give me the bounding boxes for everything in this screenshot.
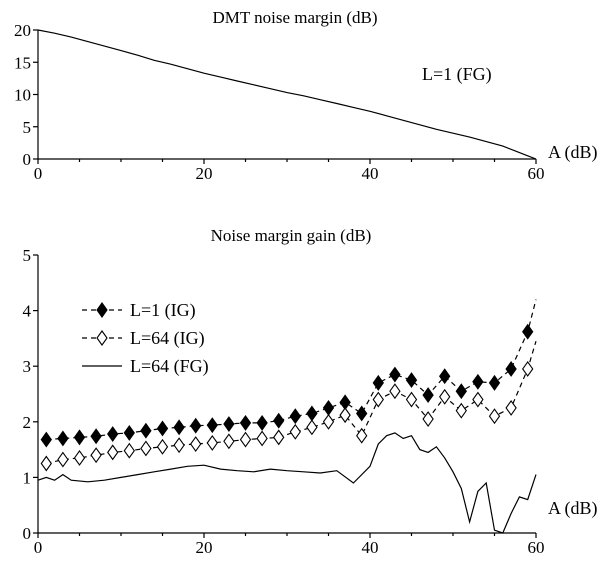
chart2-y-tick-label: 5 — [23, 246, 32, 265]
chart1-y-tick-label: 20 — [14, 21, 31, 40]
chart2-series-l-1-ig-point — [488, 374, 501, 391]
chart2-series-l-64-ig-point — [488, 408, 501, 425]
chart2-series-l-1-ig-point — [306, 405, 318, 422]
legend-label: L=1 (IG) — [130, 300, 196, 321]
legend-label: L=64 (IG) — [130, 328, 205, 349]
chart2-series-l-1-ig-point — [356, 405, 368, 422]
chart1-y-tick-label: 5 — [23, 118, 32, 137]
chart2-series-l-1-ig-point — [322, 399, 335, 416]
chart2-y-tick-label: 1 — [23, 468, 32, 487]
chart2-series-l-64-ig-point — [339, 407, 351, 424]
chart2-series-l-64-ig-point — [273, 429, 285, 446]
chart2-series-l-1-ig-point — [40, 431, 52, 448]
chart2-series-l-1-ig-point — [90, 428, 102, 445]
chart2-series-l-1-ig-point — [289, 408, 301, 425]
chart2-series-l-64-ig-point — [522, 361, 534, 377]
chart1-y-tick-label: 10 — [14, 86, 31, 105]
chart2-series-l-64-ig-point — [472, 391, 484, 408]
chart2-series-l-64-ig-point — [455, 402, 467, 419]
chart2-series-l-64-ig-point — [90, 447, 102, 464]
chart2-series-l-1-ig-point — [405, 372, 418, 389]
chart1-series-line-line — [37, 29, 537, 160]
chart2-series-l-64-ig-point — [190, 436, 202, 452]
chart2-series-l-64-ig-point — [372, 391, 384, 408]
legend-marker — [96, 330, 108, 346]
chart2-series-l-64-ig-line — [46, 341, 537, 465]
chart2-series-l-64-ig-point — [107, 444, 119, 461]
chart2-series-l-1-ig-point — [190, 417, 202, 434]
chart2-series-l-64-ig-point — [239, 431, 252, 448]
chart2-y-tick-label: 2 — [23, 413, 32, 432]
chart2-series-l-64-ig-point — [57, 451, 69, 468]
chart2-series-l-1-ig-point — [505, 361, 517, 377]
chart2-series-l-64-ig-point — [256, 430, 268, 447]
chart2-series-l-64-ig-point — [223, 433, 235, 450]
chart1-x-tick-label: 40 — [362, 164, 379, 183]
chart2-series-l-64-ig-point — [439, 388, 451, 405]
chart2-series-l-1-ig-point — [73, 429, 86, 446]
chart2-x-tick-label: 60 — [528, 538, 545, 557]
chart2-series-l-1-ig-point — [206, 417, 218, 434]
chart1-title: DMT noise margin (dB) — [212, 8, 377, 27]
chart2-series-l-1-ig-point — [422, 387, 434, 404]
chart1-x-tick-label: 0 — [34, 164, 43, 183]
chart2-series-l-1-ig-point — [239, 414, 252, 431]
chart2-series-l-1-ig-point — [439, 368, 451, 385]
chart2-series-l-64-ig-point — [140, 440, 152, 457]
legend-label: L=64 (FG) — [130, 356, 209, 377]
chart2-series-l-1-ig-point — [140, 422, 152, 439]
chart2-x-tick-label: 20 — [196, 538, 213, 557]
legend-marker — [96, 302, 108, 318]
chart2-y-tick-label: 0 — [23, 524, 32, 543]
chart2-series-l-1-ig-point — [123, 424, 135, 441]
chart1-y-tick-label: 0 — [23, 150, 32, 169]
chart2-series-l-1-ig-point — [372, 374, 384, 391]
chart2-series-l-64-fg-line — [37, 432, 537, 534]
chart2-series-l-1-ig-point — [156, 420, 169, 437]
chart2-series-l-64-ig-point — [173, 437, 185, 454]
chart2-x-tick-label: 40 — [362, 538, 379, 557]
chart2-series-l-64-ig-point — [123, 442, 135, 459]
chart2-series-l-1-ig-point — [455, 383, 467, 400]
chart2-series-l-1-ig-point — [522, 323, 534, 340]
chart2-series-l-64-ig-point — [405, 391, 418, 408]
chart2-series-l-64-ig-point — [73, 449, 86, 466]
chart2-series-l-64-ig-point — [422, 411, 434, 427]
chart2-series-l-64-ig-point — [206, 434, 218, 451]
chart1-y-tick-label: 15 — [14, 53, 31, 72]
chart2-series-l-64-ig-point — [156, 438, 169, 455]
chart2-series-l-64-ig-point — [356, 427, 368, 444]
chart2-series-l-64-ig-point — [40, 455, 52, 472]
chart1-xlabel: A (dB) — [548, 142, 598, 163]
chart2-y-tick-label: 4 — [23, 302, 32, 321]
chart2-series-l-1-ig-point — [273, 412, 285, 429]
chart2-series-l-1-ig-point — [256, 414, 268, 431]
chart2-series-l-64-ig-point — [289, 423, 301, 440]
chart2-title: Noise margin gain (dB) — [211, 226, 372, 245]
chart2-series-l-1-ig-point — [57, 430, 69, 447]
chart1-x-tick-label: 60 — [528, 164, 545, 183]
chart2-series-l-1-ig-point — [173, 419, 185, 436]
chart1-x-tick-label: 20 — [196, 164, 213, 183]
chart2-y-tick-label: 3 — [23, 357, 32, 376]
chart2-series-l-1-ig-point — [107, 426, 119, 442]
chart2-series-l-64-ig-point — [322, 413, 335, 430]
chart2-series-l-64-ig-point — [389, 383, 401, 400]
chart2-series-l-1-ig-point — [472, 373, 484, 390]
chart2-series-l-1-ig-point — [389, 366, 401, 383]
chart2-series-l-64-ig-point — [306, 419, 318, 436]
chart2-xlabel: A (dB) — [548, 498, 598, 519]
chart2-x-tick-label: 0 — [34, 538, 43, 557]
chart2-series-l-1-ig-point — [223, 416, 235, 432]
chart2-legend: L=1 (IG) L=64 (IG) L=64 (FG) — [82, 300, 209, 377]
chart1-annotation: L=1 (FG) — [422, 64, 492, 85]
chart2-series-l-64-ig-point — [505, 399, 517, 416]
chart2-series-l-1-ig-line — [46, 299, 537, 441]
